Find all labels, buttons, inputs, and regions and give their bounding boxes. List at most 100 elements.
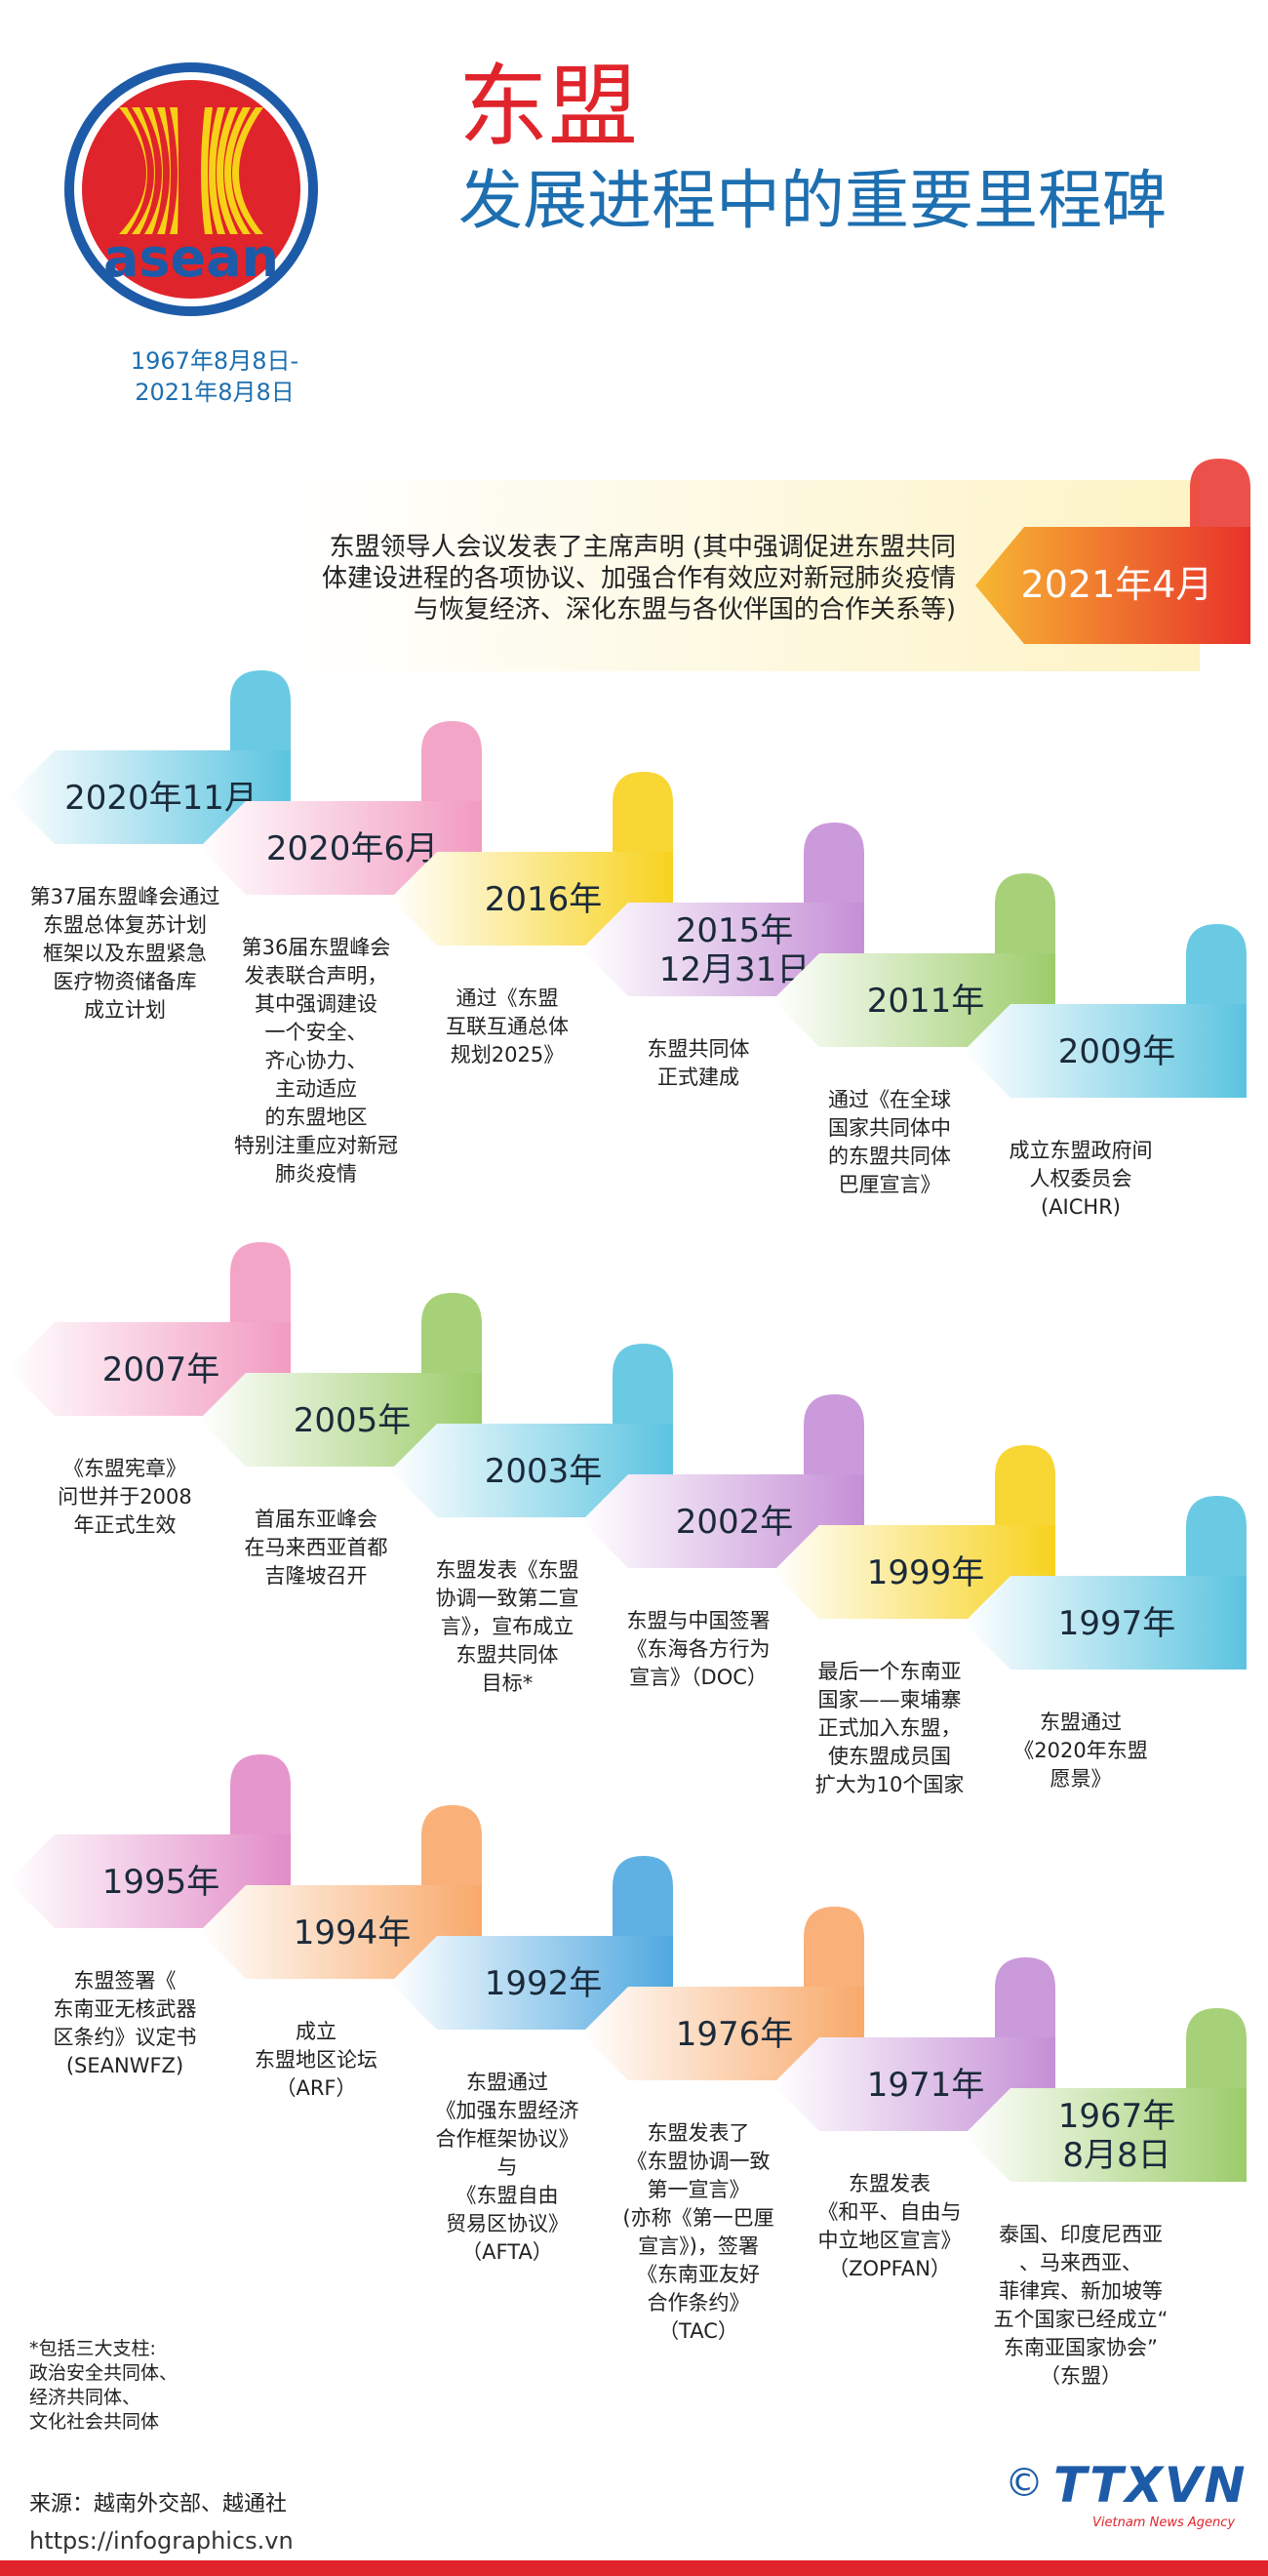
description-line: 五个国家已经成立“ — [993, 2308, 1169, 2331]
description-line: （东盟） — [1040, 2364, 1122, 2388]
description-line: 吉隆坡召开 — [264, 1564, 368, 1588]
description-line: 东盟通过 — [1040, 1711, 1122, 1734]
description-line: 贸易区协议》 — [446, 2212, 569, 2235]
description-line: 《和平、自由与 — [817, 2200, 962, 2224]
description-line: 《东南亚友好 — [637, 2263, 760, 2286]
description-line: (AICHR) — [1041, 1195, 1121, 1219]
logo-stalk — [157, 107, 171, 234]
source: 来源：越南外交部、越通社 — [29, 2492, 288, 2516]
description-line: 东南亚国家协会” — [1004, 2336, 1158, 2359]
description-line: 《东盟自由 — [456, 2184, 559, 2207]
milestone-date: 1994年 — [294, 1913, 412, 1952]
description-line: 互联互通总体 — [446, 1015, 569, 1038]
description-line: 年正式生效 — [73, 1513, 177, 1537]
description-line: 正式加入东盟， — [817, 1716, 962, 1740]
ribbon — [390, 1936, 673, 2030]
milestone-description: 东盟签署《 东南亚无核武器 区条约》议定书 (SEANWFZ) — [13, 1967, 237, 2080]
logo-stalk — [209, 107, 225, 234]
description-line: 愿景》 — [1050, 1767, 1112, 1791]
milestone-description: 东盟与中国签署 《东海各方行为 宣言》（DOC） — [586, 1607, 811, 1692]
milestone-date: 2016年 — [485, 880, 603, 919]
description-line: 通过《在全球 — [828, 1088, 951, 1111]
description-line: 框架以及东盟紧急 — [43, 942, 207, 965]
description-line: 其中强调建设 — [255, 992, 377, 1016]
url: https://infographics.vn — [29, 2527, 294, 2555]
milestone-description: 最后一个东南亚 国家——柬埔寨 正式加入东盟， 使东盟成员国 扩大为10个国家 — [777, 1658, 1002, 1799]
description-line: 《加强东盟经济 — [435, 2099, 579, 2122]
logo-stalk — [232, 107, 263, 234]
subtitle: 发展进程中的重要里程碑 — [458, 163, 1167, 238]
description-line: 人权委员会 — [1029, 1167, 1132, 1190]
description-line: 合作条约》 — [647, 2291, 750, 2314]
description-line: 宣言》)，签署 — [638, 2234, 759, 2258]
description-line: 合作框架协议》 — [435, 2127, 579, 2151]
milestone-date: 1976年 — [676, 2015, 794, 2054]
description-line: 在马来西亚首都 — [244, 1536, 388, 1559]
logo-stalks — [119, 107, 263, 234]
description-line: （ZOPFAN） — [828, 2257, 951, 2280]
description-line: 《2020年东盟 — [1013, 1739, 1148, 1762]
brand-tagline: Vietnam News Agency — [1092, 2516, 1236, 2530]
description-line: 第一宣言》 — [647, 2178, 750, 2201]
description-line: 东盟总体复苏计划 — [43, 913, 207, 937]
description-line: 第36届东盟峰会 — [241, 936, 391, 959]
description-line: 东盟与中国签署 — [626, 1609, 771, 1632]
milestone-description: 东盟发表《和平、自由与 中立地区宣言》 （ZOPFAN） — [777, 2170, 1002, 2283]
description-line: 言》，宣布成立 — [440, 1615, 575, 1638]
description-line: （TAC） — [658, 2319, 738, 2343]
featured-date: 2021年4月 — [1021, 563, 1213, 606]
description-line: 使东盟成员国 — [828, 1745, 951, 1768]
description-line: 的东盟共同体 — [828, 1145, 951, 1168]
ribbon — [390, 852, 673, 946]
description-line: 东盟地区论坛 — [255, 2048, 377, 2072]
milestone-description: 《东盟宪章》 问世并于2008 年正式生效 — [13, 1455, 237, 1540]
description-line: 正式建成 — [657, 1066, 739, 1089]
ribbon — [8, 1322, 291, 1416]
ribbon — [199, 1885, 482, 1979]
description-line: 扩大为10个国家 — [814, 1773, 965, 1796]
ribbon — [8, 750, 291, 844]
description-line: 齐心协力、 — [264, 1049, 368, 1072]
milestone-description: 第36届东盟峰会 发表联合声明， 其中强调建设 一个安全、 齐心协力、 主动适应 的东盟地区… — [204, 934, 428, 1188]
milestone-description: 第37届东盟峰会通过 东盟总体复苏计划 框架以及东盟紧急 医疗物资储备库 成立计划 — [13, 883, 237, 1025]
milestone-description: 东盟共同体 正式建成 — [586, 1035, 811, 1092]
date-range-start: 1967年8月8日- — [130, 347, 299, 375]
milestone-date: 2015年 — [676, 911, 794, 950]
ribbon — [199, 801, 482, 895]
description-line: 首届东亚峰会 — [255, 1508, 377, 1531]
ribbon — [581, 1987, 864, 2080]
logo-stalk — [201, 107, 213, 234]
description-line: 东盟发表了 — [647, 2121, 750, 2145]
featured-description-line: 与恢复经济、深化东盟与各伙伴国的合作关系等) — [413, 595, 956, 624]
milestone-date: 2002年 — [676, 1503, 794, 1542]
description-line: 的东盟地区 — [264, 1106, 368, 1129]
milestone-date: 8月8日 — [1062, 2136, 1170, 2175]
ribbon — [964, 2088, 1247, 2182]
description-line: 与 — [496, 2155, 518, 2179]
footnote-line: 经济共同体、 — [29, 2387, 141, 2408]
milestone-description: 东盟发表《东盟 协调一致第二宣 言》，宣布成立 东盟共同体 目标* — [395, 1556, 619, 1698]
logo-stalk — [119, 107, 147, 234]
description-line: 国家——柬埔寨 — [817, 1688, 962, 1711]
description-line: 中立地区宣言》 — [817, 2229, 962, 2252]
description-line: 东盟发表 — [849, 2172, 931, 2195]
description-line: 《东海各方行为 — [626, 1637, 771, 1661]
description-line: 最后一个东南亚 — [817, 1660, 962, 1683]
description-line: 问世并于2008 — [58, 1485, 192, 1509]
description-line: 第37届东盟峰会通过 — [29, 885, 220, 908]
ribbon — [581, 903, 864, 996]
milestone-description: 通过《在全球 国家共同体中 的东盟共同体 巴厘宣言》 — [777, 1086, 1002, 1199]
logo-text: asean — [103, 227, 279, 289]
milestone-date: 2007年 — [102, 1350, 220, 1389]
description-line: 、马来西亚、 — [1019, 2251, 1142, 2274]
description-line: 东南亚无核武器 — [53, 1997, 197, 2021]
description-line: 东盟发表《东盟 — [435, 1558, 579, 1582]
milestone-description: 成立 东盟地区论坛 （ARF） — [204, 2018, 428, 2103]
ribbon — [581, 1474, 864, 1568]
description-line: 肺炎疫情 — [275, 1162, 357, 1186]
description-line: 成立计划 — [84, 998, 166, 1022]
milestone-date: 1999年 — [867, 1553, 985, 1592]
milestone-description: 泰国、印度尼西亚 、马来西亚、 菲律宾、新加坡等 五个国家已经成立“ 东南亚国家协会” （… — [969, 2221, 1193, 2391]
description-line: 特别注重应对新冠 — [234, 1134, 398, 1157]
milestone-date: 12月31日 — [659, 950, 811, 989]
